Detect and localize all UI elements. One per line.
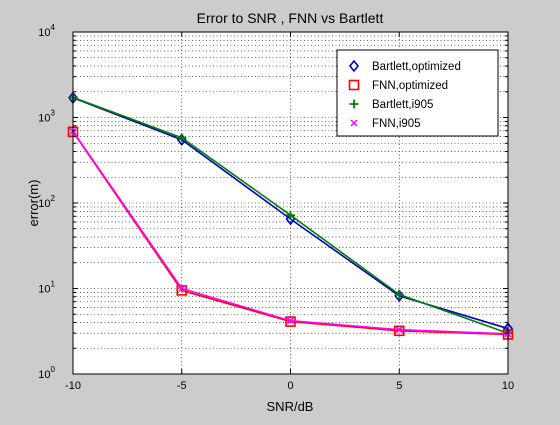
y-tick-label: 100 [38, 365, 55, 381]
y-tick-label: 103 [38, 109, 55, 125]
x-tick-label: 0 [287, 380, 293, 392]
legend-item: Bartlett,optimized [348, 59, 461, 73]
data-point [286, 317, 295, 325]
data-point [177, 133, 187, 143]
y-tick-label: 104 [38, 23, 55, 39]
y-ticks: 100 101 102 103 104 [38, 23, 508, 381]
legend-marker [348, 59, 360, 73]
data-point [394, 290, 404, 300]
x-tick-label: 10 [502, 380, 514, 392]
data-point [178, 284, 186, 293]
data-point [395, 326, 403, 334]
legend-marker [349, 99, 359, 109]
y-tick-label: 101 [38, 280, 55, 296]
grid [73, 32, 508, 374]
x-tick-label: -5 [177, 380, 187, 392]
data-point [286, 210, 295, 220]
legend-label: Bartlett,optimized [372, 61, 461, 73]
y-axis-label: error(m) [26, 180, 41, 227]
y-tick-label: 102 [38, 194, 55, 210]
legend-item: FNN,optimized [348, 79, 448, 92]
legend-label: Bartlett,i905 [372, 99, 433, 111]
legend-box [336, 49, 499, 137]
x-ticks: -10 -5 0 5 10 [65, 32, 514, 392]
x-axis-label: SNR/dB [267, 399, 314, 414]
data-point [393, 325, 405, 337]
x-tick-label: 5 [396, 380, 402, 392]
legend-item: FNN,i905 [350, 118, 421, 130]
series-3 [69, 127, 512, 338]
x-tick-label: -10 [65, 380, 81, 392]
legend-marker [350, 119, 358, 127]
legend-label: FNN,i905 [372, 118, 421, 130]
chart-title: Error to SNR , FNN vs Bartlett [197, 10, 384, 26]
legend-item: Bartlett,i905 [349, 99, 433, 111]
legend-marker [348, 79, 360, 91]
legend-label: FNN,optimized [372, 80, 448, 92]
legend: Bartlett,optimized FNN,optimized Bartlett,… [336, 49, 499, 137]
